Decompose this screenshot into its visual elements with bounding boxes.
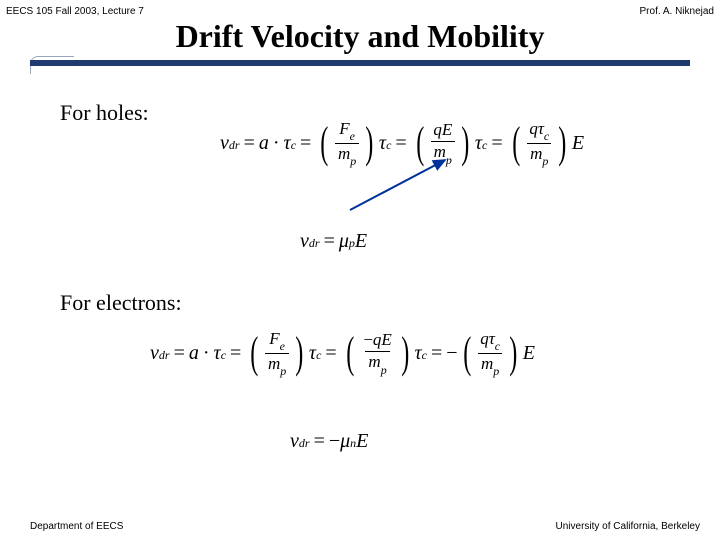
sym-E: E	[356, 430, 368, 453]
sym-F: F	[269, 329, 279, 348]
sub-dr: dr	[299, 436, 310, 451]
sym-v: v	[150, 342, 159, 365]
rparen-icon: )	[296, 335, 304, 370]
sym-tau: τ	[414, 342, 421, 365]
footer-right: University of California, Berkeley	[556, 521, 701, 532]
op-minus: −	[329, 430, 340, 453]
sub-e: e	[280, 339, 285, 353]
op-eq: =	[174, 342, 185, 365]
eq-electrons-mobility: vdr = − μn E	[290, 430, 368, 453]
sub-c: c	[495, 339, 500, 353]
section-electrons-label: For electrons:	[60, 290, 182, 316]
fraction: qτc mp	[477, 330, 503, 376]
sym-E: E	[355, 230, 367, 253]
sub-p: p	[280, 364, 286, 378]
sym-m: m	[481, 354, 493, 373]
op-eq: =	[230, 342, 241, 365]
lparen-icon: (	[251, 335, 259, 370]
sym-tau: τ	[214, 342, 221, 365]
sym-E: E	[381, 330, 391, 349]
op-eq: =	[324, 230, 335, 253]
sym-q: q	[480, 329, 489, 348]
op-minus: −	[446, 342, 457, 365]
sub-p: p	[349, 236, 355, 251]
sub-c: c	[422, 348, 427, 363]
annotation-arrow	[0, 0, 720, 540]
sym-v: v	[300, 230, 309, 253]
sub-c: c	[316, 348, 321, 363]
op-dot: ·	[203, 342, 210, 365]
eq-electrons-drift: vdr = a · τc = ( Fe mp ) τc = ( −qE mp )…	[150, 330, 535, 376]
sub-n: n	[350, 436, 356, 451]
lparen-icon: (	[463, 335, 471, 370]
eq-holes-mobility: vdr = μp E	[300, 230, 367, 253]
sub-p: p	[493, 364, 499, 378]
sym-tau: τ	[489, 329, 495, 348]
sym-m: m	[368, 352, 380, 371]
op-eq: =	[314, 430, 325, 453]
op-minus: −	[363, 330, 373, 349]
op-eq: =	[431, 342, 442, 365]
op-eq: =	[325, 342, 336, 365]
lparen-icon: (	[346, 335, 354, 370]
sym-m: m	[268, 354, 280, 373]
sym-E: E	[523, 342, 535, 365]
footer-left: Department of EECS	[30, 521, 123, 532]
sym-mu: μ	[339, 230, 349, 253]
sub-dr: dr	[159, 348, 170, 363]
fraction: Fe mp	[265, 330, 289, 376]
sub-c: c	[221, 348, 226, 363]
sub-dr: dr	[309, 236, 320, 251]
sym-tau: τ	[309, 342, 316, 365]
paren-group: ( −qE mp )	[343, 331, 413, 374]
rparen-icon: )	[509, 335, 517, 370]
rparen-icon: )	[401, 335, 409, 370]
fraction: −qE mp	[360, 331, 394, 374]
sub-p: p	[381, 363, 387, 377]
sym-v: v	[290, 430, 299, 453]
paren-group: ( qτc mp )	[460, 330, 521, 376]
sym-mu: μ	[340, 430, 350, 453]
sym-a: a	[189, 342, 199, 365]
paren-group: ( Fe mp )	[247, 330, 307, 376]
